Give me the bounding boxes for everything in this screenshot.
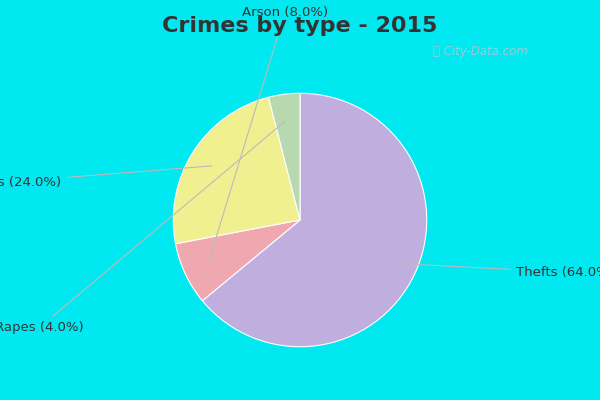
Text: ⓘ City-Data.com: ⓘ City-Data.com (433, 46, 527, 58)
Text: Arson (8.0%): Arson (8.0%) (209, 6, 328, 260)
Wedge shape (202, 93, 427, 347)
Text: Burglaries (24.0%): Burglaries (24.0%) (0, 166, 212, 189)
Text: Thefts (64.0%): Thefts (64.0%) (395, 263, 600, 279)
Wedge shape (176, 220, 300, 301)
Wedge shape (173, 97, 300, 244)
Wedge shape (268, 93, 300, 220)
Text: Rapes (4.0%): Rapes (4.0%) (0, 121, 285, 334)
Text: Crimes by type - 2015: Crimes by type - 2015 (163, 16, 437, 36)
